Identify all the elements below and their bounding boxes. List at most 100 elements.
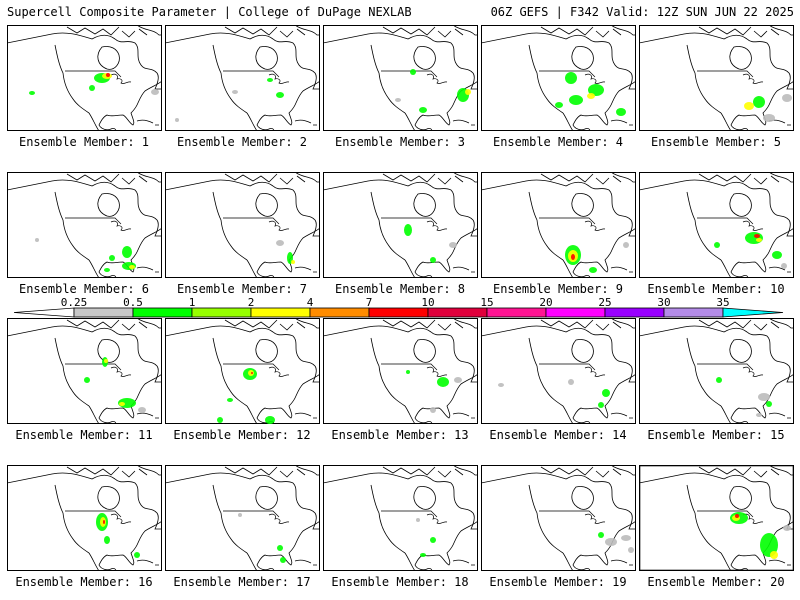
- panel-frame: [639, 25, 794, 131]
- caribbean-islands: [136, 266, 159, 273]
- coastline-west: [686, 191, 722, 261]
- coastline-mexico: [246, 405, 258, 424]
- member-map: [165, 465, 320, 571]
- colorbar-tick-label: 35: [716, 298, 729, 309]
- member-label: Ensemble Member: 6: [18, 282, 150, 296]
- coastline-east-gulf: [730, 80, 794, 131]
- coastline-mexico: [246, 259, 258, 278]
- scp-contour: [104, 359, 108, 363]
- scp-contour: [430, 257, 436, 263]
- hudson-bay: [97, 339, 120, 363]
- scp-contour: [106, 73, 110, 77]
- hudson-bay: [413, 193, 436, 217]
- scp-contour: [621, 535, 631, 541]
- coastline-north: [7, 179, 162, 237]
- scp-contour: [465, 89, 471, 95]
- panel-frame: [481, 25, 636, 131]
- arctic-islands: [540, 26, 622, 38]
- scp-contour: [756, 413, 762, 417]
- colorbar-segment: [545, 307, 606, 318]
- coastline-mexico: [720, 112, 732, 131]
- great-lakes: [742, 73, 764, 84]
- member-label: Ensemble Member: 19: [489, 575, 627, 589]
- coastline-east-gulf: [256, 373, 320, 424]
- us-canada-border: [539, 510, 596, 518]
- scp-contour: [770, 551, 778, 559]
- greenland: [136, 318, 162, 329]
- hudson-bay: [571, 339, 594, 363]
- arctic-islands: [540, 173, 622, 185]
- us-canada-border: [65, 217, 122, 225]
- coastline-north: [639, 472, 794, 530]
- arctic-islands: [66, 319, 148, 331]
- coastline-mexico: [562, 405, 574, 424]
- scp-contour: [735, 514, 739, 518]
- great-lakes: [584, 220, 606, 231]
- scp-contour: [628, 547, 634, 553]
- greenland: [294, 25, 320, 36]
- ensemble-panel: [165, 25, 320, 131]
- coastline-west: [54, 44, 90, 114]
- colorbar-tick-label: 10: [421, 298, 434, 309]
- member-label: Ensemble Member: 17: [173, 575, 311, 589]
- coastline-west: [212, 484, 248, 554]
- scp-contour: [416, 518, 420, 522]
- scp-contour: [410, 69, 416, 75]
- coastline-mexico: [404, 112, 416, 131]
- great-lakes: [110, 220, 132, 231]
- greenland: [610, 465, 636, 476]
- scp-contour: [588, 84, 604, 96]
- panel-frame: [323, 25, 478, 131]
- us-canada-border: [65, 70, 122, 78]
- great-lakes: [110, 513, 132, 524]
- scp-contour: [232, 90, 238, 94]
- arctic-islands: [698, 26, 780, 38]
- colorbar-tick-label: 25: [598, 298, 611, 309]
- scp-contour: [598, 402, 604, 408]
- panel-frame: [7, 172, 162, 278]
- scp-contour: [430, 407, 436, 413]
- coastline-north: [639, 32, 794, 90]
- colorbar-segment: [486, 307, 547, 318]
- coastline-west: [370, 484, 406, 554]
- scp-contour: [565, 72, 577, 84]
- hudson-bay: [413, 486, 436, 510]
- ensemble-panel: [323, 318, 478, 424]
- panel-frame: [7, 318, 162, 424]
- colorbar: 0.25 0.5 1 2 4 7 10 15 20 25 30 35: [14, 298, 790, 324]
- hudson-bay: [413, 339, 436, 363]
- panel-frame: [481, 172, 636, 278]
- member-label: Ensemble Member: 8: [334, 282, 466, 296]
- member-label: Ensemble Member: 12: [173, 428, 311, 442]
- coastline-west: [212, 337, 248, 407]
- member-label: Ensemble Member: 2: [176, 135, 308, 149]
- member-label: Ensemble Member: 3: [334, 135, 466, 149]
- scp-contour: [276, 240, 284, 246]
- coastline-east-gulf: [730, 373, 794, 424]
- member-label: Ensemble Member: 9: [492, 282, 624, 296]
- hudson-bay: [729, 193, 752, 217]
- colorbar-tick-label: 7: [366, 298, 373, 309]
- ensemble-panel: [323, 172, 478, 278]
- scp-contour: [35, 238, 39, 242]
- coastline-east-gulf: [98, 373, 162, 424]
- greenland: [768, 318, 794, 329]
- panel-frame: [7, 25, 162, 131]
- scp-contour: [781, 263, 787, 269]
- coastline-north: [481, 472, 636, 530]
- scp-contour: [605, 538, 617, 546]
- ensemble-panel: [7, 318, 162, 424]
- us-canada-border: [697, 70, 754, 78]
- coastline-west: [370, 44, 406, 114]
- coastline-mexico: [404, 259, 416, 278]
- coastline-west: [528, 44, 564, 114]
- scp-contour: [716, 377, 722, 383]
- member-map: [323, 465, 478, 571]
- scp-contour: [430, 537, 436, 543]
- scp-contour: [602, 389, 610, 397]
- greenland: [610, 25, 636, 36]
- member-label: Ensemble Member: 11: [15, 428, 153, 442]
- scp-contour: [265, 416, 275, 424]
- scp-contour: [104, 536, 110, 544]
- coastline-mexico: [404, 552, 416, 571]
